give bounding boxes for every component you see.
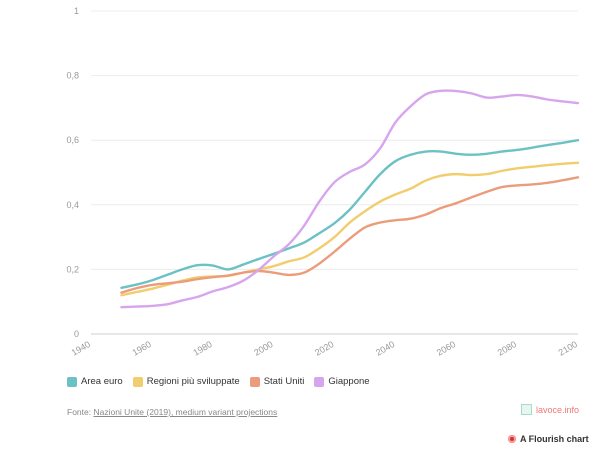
x-tick-label: 1980 bbox=[191, 339, 213, 358]
legend-label: Giappone bbox=[328, 376, 370, 387]
flourish-credit[interactable]: A Flourish chart bbox=[508, 434, 589, 444]
legend: Area euro Regioni più sviluppate Stati U… bbox=[67, 376, 370, 387]
flourish-label: A Flourish chart bbox=[520, 434, 589, 444]
legend-item-area-euro[interactable]: Area euro bbox=[67, 376, 123, 387]
legend-swatch-area-euro bbox=[67, 376, 77, 387]
brand-icon bbox=[521, 404, 532, 415]
y-axis-ticks: 0 0,2 0,4 0,6 0,8 1 bbox=[66, 6, 79, 339]
x-tick-label: 2060 bbox=[435, 339, 457, 358]
flourish-icon bbox=[508, 435, 516, 443]
source-link[interactable]: Nazioni Unite (2019), medium variant pro… bbox=[93, 407, 278, 417]
source-note: Fonte: Nazioni Unite (2019), medium vari… bbox=[67, 407, 277, 417]
series-line-area-euro[interactable] bbox=[120, 139, 580, 290]
x-tick-label: 2020 bbox=[313, 339, 335, 358]
legend-label: Area euro bbox=[81, 376, 123, 387]
legend-item-stati-uniti[interactable]: Stati Uniti bbox=[249, 376, 305, 387]
y-tick-label: 0 bbox=[74, 329, 79, 339]
legend-swatch-stati-uniti bbox=[249, 376, 260, 387]
series-line-stati-uniti[interactable] bbox=[120, 176, 580, 294]
y-tick-label: 0,2 bbox=[66, 264, 79, 274]
legend-label: Stati Uniti bbox=[263, 376, 305, 387]
brand-logo[interactable]: lavoce.info bbox=[521, 404, 579, 415]
y-tick-label: 0,6 bbox=[66, 135, 79, 145]
source-prefix: Fonte: bbox=[67, 407, 94, 417]
x-tick-label: 2080 bbox=[496, 339, 518, 358]
y-tick-label: 1 bbox=[74, 6, 79, 16]
series-lines bbox=[120, 89, 580, 309]
legend-label: Regioni più sviluppate bbox=[146, 376, 240, 387]
series-line-giappone[interactable] bbox=[120, 89, 580, 309]
x-axis-ticks: 1940 1960 1980 2000 2020 2040 2060 2080 2100 bbox=[70, 339, 579, 358]
legend-swatch-regioni bbox=[132, 376, 143, 387]
x-tick-label: 1940 bbox=[70, 339, 92, 358]
x-tick-label: 1960 bbox=[131, 339, 153, 358]
legend-swatch-giappone bbox=[314, 376, 325, 387]
series-line-regioni-pi-sviluppate[interactable] bbox=[120, 161, 580, 297]
y-tick-label: 0,4 bbox=[66, 200, 79, 210]
x-tick-label: 2000 bbox=[252, 339, 274, 358]
legend-item-regioni[interactable]: Regioni più sviluppate bbox=[132, 376, 240, 387]
x-tick-label: 2040 bbox=[374, 339, 396, 358]
x-tick-label: 2100 bbox=[557, 339, 579, 358]
y-tick-label: 0,8 bbox=[66, 71, 79, 81]
grid-lines bbox=[91, 10, 578, 335]
line-chart: 0 0,2 0,4 0,6 0,8 1 1940 1960 1980 2000 2020 2040 2… bbox=[66, 6, 580, 358]
legend-item-giappone[interactable]: Giappone bbox=[314, 376, 370, 387]
brand-label: lavoce.info bbox=[536, 404, 580, 415]
